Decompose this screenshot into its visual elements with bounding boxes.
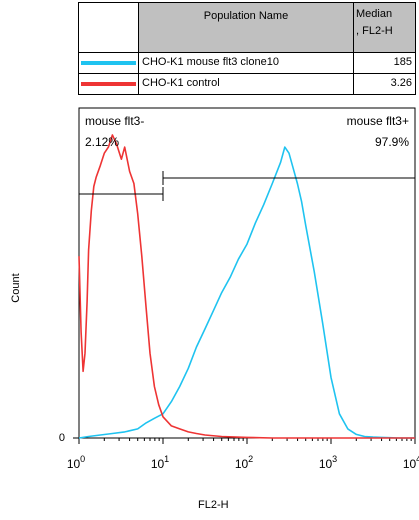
x-tick-label: 101 <box>151 454 169 471</box>
plot-frame <box>78 107 416 439</box>
x-tick-label-exponent: 0 <box>80 454 85 464</box>
legend-header-median-line2: , FL2-H <box>356 25 393 37</box>
x-tick-label-base: 10 <box>67 457 81 471</box>
legend-header-median-line1: Median <box>356 8 393 20</box>
x-tick-label-base: 10 <box>151 457 165 471</box>
gate-percent-1: 2.12% <box>85 135 119 149</box>
x-tick-label-base: 10 <box>319 457 333 471</box>
x-axis-title: FL2-H <box>198 499 229 511</box>
y-tick-label: 0 <box>59 432 65 444</box>
histogram-series-1 <box>78 146 415 439</box>
legend-row-1-swatch <box>81 61 136 65</box>
x-tick-label-exponent: 2 <box>248 454 253 464</box>
legend-row-2-median: 3.26 <box>353 73 416 95</box>
x-tick-label-exponent: 4 <box>416 454 419 464</box>
x-tick-label: 103 <box>319 454 337 471</box>
legend-header-population-name-text: Population Name <box>203 10 289 22</box>
x-tick-label-exponent: 1 <box>164 454 169 464</box>
x-tick-label-base: 10 <box>403 457 417 471</box>
x-tick-label: 104 <box>403 454 419 471</box>
legend-row-2-swatch <box>81 82 136 86</box>
x-tick-label: 100 <box>67 454 85 471</box>
histogram-series-2 <box>78 134 415 439</box>
gate-label-1: mouse flt3- <box>85 114 144 128</box>
legend-table: Population Name Median , FL2-H CHO-K1 mo… <box>78 2 416 98</box>
x-tick-label-exponent: 3 <box>332 454 337 464</box>
gate-label-2: mouse flt3+ <box>347 114 409 128</box>
gate-percent-2: 97.9% <box>375 135 409 149</box>
x-tick-label: 102 <box>235 454 253 471</box>
x-tick-label-base: 10 <box>235 457 249 471</box>
